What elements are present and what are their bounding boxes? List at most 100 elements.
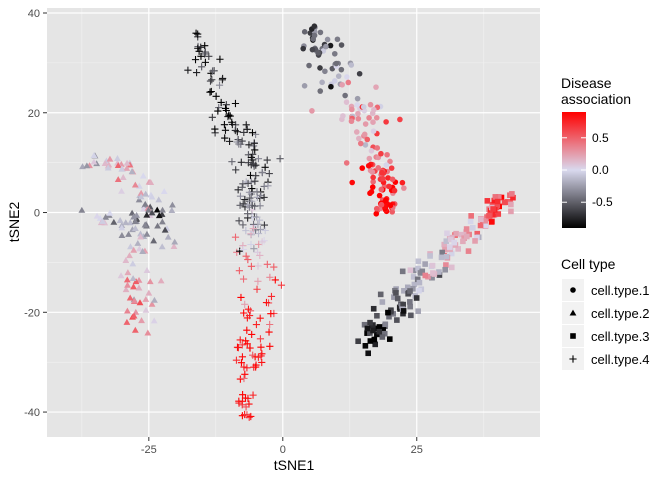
point-cell-type-4	[270, 263, 278, 271]
point-cell-type-2	[137, 230, 144, 237]
point-cell-type-3	[361, 321, 368, 328]
point-cell-type-3	[441, 241, 448, 248]
point-cell-type-1	[306, 62, 312, 69]
point-cell-type-2	[104, 164, 112, 171]
point-cell-type-1	[374, 145, 381, 151]
point-cell-type-4	[240, 309, 248, 317]
point-cell-type-3	[413, 295, 420, 301]
point-cell-type-3	[376, 328, 383, 335]
point-cell-type-2	[118, 165, 126, 172]
point-cell-type-4	[194, 30, 202, 38]
point-cell-type-3	[367, 319, 373, 326]
point-cell-type-1	[376, 192, 383, 199]
point-cell-type-1	[364, 136, 371, 143]
point-cell-type-1	[378, 201, 385, 208]
point-cell-type-2	[123, 318, 131, 325]
point-cell-type-4	[265, 169, 273, 178]
point-cell-type-4	[239, 391, 247, 399]
point-cell-type-4	[206, 77, 215, 85]
point-cell-type-3	[414, 276, 421, 283]
point-cell-type-2	[137, 233, 144, 240]
point-cell-type-1	[301, 29, 308, 35]
point-cell-type-2	[142, 295, 150, 302]
point-cell-type-3	[364, 325, 371, 332]
y-axis: -40 -20 0 20 40	[24, 8, 47, 419]
point-cell-type-2	[118, 224, 126, 231]
point-cell-type-1	[370, 119, 376, 125]
point-cell-type-4	[198, 63, 206, 71]
point-cell-type-3	[436, 272, 443, 278]
point-cell-type-2	[131, 181, 139, 188]
point-cell-type-1	[389, 209, 396, 215]
point-cell-type-3	[367, 338, 374, 344]
point-cell-type-4	[251, 146, 259, 154]
point-cell-type-3	[472, 238, 478, 244]
point-cell-type-4	[252, 130, 260, 138]
point-cell-type-4	[257, 352, 265, 360]
point-cell-type-3	[394, 295, 401, 302]
point-cell-type-2	[110, 218, 118, 225]
point-cell-type-1	[384, 151, 390, 158]
point-cell-type-3	[355, 338, 361, 345]
shape-legend-entry: cell.type.3	[562, 325, 650, 347]
grid-minor	[47, 8, 540, 437]
point-cell-type-2	[126, 294, 134, 301]
point-cell-type-1	[349, 106, 355, 113]
point-cell-type-4	[247, 240, 255, 249]
point-cell-type-4	[231, 233, 240, 241]
point-cell-type-3	[446, 244, 453, 250]
point-cell-type-1	[359, 165, 366, 171]
point-cell-type-3	[443, 253, 450, 260]
colorbar-ticks: 0.5 0.0 -0.5	[562, 131, 613, 209]
point-cell-type-3	[381, 330, 388, 337]
point-cell-type-4	[216, 55, 224, 63]
point-cell-type-3	[429, 274, 435, 281]
point-cell-type-4	[267, 292, 276, 301]
point-cell-type-4	[249, 224, 257, 233]
point-cell-type-4	[236, 192, 245, 200]
point-cell-type-2	[161, 226, 169, 233]
point-cell-type-4	[214, 107, 222, 115]
point-cell-type-1	[368, 189, 375, 195]
point-cell-type-3	[490, 206, 496, 212]
point-cell-type-4	[254, 277, 262, 285]
colorbar-tick-label: 0.0	[592, 163, 609, 177]
point-cell-type-2	[150, 237, 158, 244]
point-cell-type-3	[455, 246, 462, 252]
point-cell-type-3	[494, 198, 501, 205]
point-cell-type-3	[508, 208, 514, 215]
point-cell-type-4	[258, 168, 266, 176]
point-cell-type-1	[367, 101, 374, 108]
point-cell-type-2	[164, 233, 172, 240]
point-cell-type-4	[226, 112, 234, 120]
point-cell-type-2	[131, 224, 139, 231]
point-cell-type-3	[382, 321, 389, 328]
point-cell-type-4	[252, 161, 260, 169]
point-cell-type-2	[143, 267, 151, 274]
point-cell-type-4	[256, 225, 265, 234]
point-cell-type-4	[263, 156, 271, 164]
point-cell-type-2	[126, 219, 134, 226]
y-tick-label: 40	[28, 8, 40, 20]
point-cell-type-3	[443, 238, 450, 244]
point-cell-type-4	[253, 285, 261, 293]
point-cell-type-2	[159, 206, 166, 213]
point-cell-type-1	[300, 45, 307, 52]
point-cell-type-2	[130, 283, 137, 290]
point-cell-type-4	[234, 343, 242, 352]
point-cell-type-2	[141, 200, 149, 207]
point-cell-type-1	[373, 114, 380, 121]
point-cell-type-1	[378, 186, 385, 193]
point-cell-type-4	[234, 186, 242, 194]
point-cell-type-1	[370, 179, 376, 185]
point-cell-type-4	[266, 342, 274, 350]
point-cell-type-1	[389, 176, 396, 183]
point-cell-type-3	[474, 234, 480, 241]
point-cell-type-2	[138, 317, 145, 324]
point-cell-type-1	[369, 110, 376, 117]
point-cell-type-1	[324, 36, 331, 43]
x-axis: -25 0 25	[141, 437, 423, 456]
point-cell-type-2	[155, 212, 163, 219]
point-cell-type-4	[232, 356, 241, 364]
y-tick-label: -40	[24, 407, 40, 419]
